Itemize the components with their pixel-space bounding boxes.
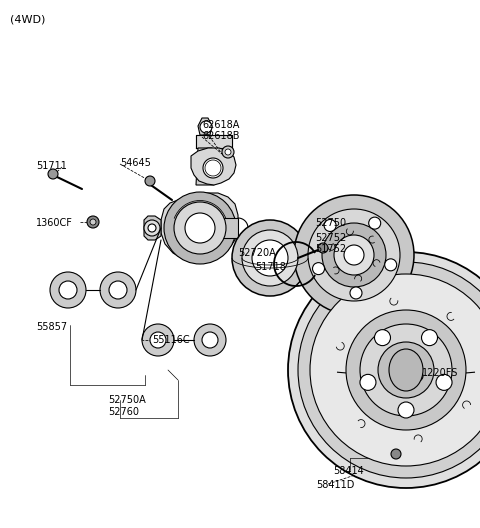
Circle shape xyxy=(374,329,391,346)
Text: 1220FS: 1220FS xyxy=(422,368,458,378)
Polygon shape xyxy=(161,193,238,261)
Circle shape xyxy=(436,374,452,390)
Circle shape xyxy=(308,209,400,301)
Circle shape xyxy=(298,262,480,478)
Circle shape xyxy=(225,149,231,155)
Circle shape xyxy=(87,216,99,228)
Circle shape xyxy=(142,324,174,356)
Text: 52750: 52750 xyxy=(315,218,346,228)
Circle shape xyxy=(194,324,226,356)
Circle shape xyxy=(413,371,423,381)
Circle shape xyxy=(203,158,223,178)
Text: 62618A: 62618A xyxy=(202,120,240,130)
Circle shape xyxy=(421,329,437,346)
Circle shape xyxy=(312,262,324,275)
Text: 51711: 51711 xyxy=(36,161,67,171)
Ellipse shape xyxy=(389,349,423,391)
Circle shape xyxy=(394,358,418,382)
Circle shape xyxy=(202,332,218,348)
Circle shape xyxy=(200,121,212,133)
Circle shape xyxy=(145,176,155,186)
Circle shape xyxy=(174,202,226,254)
Circle shape xyxy=(294,195,414,315)
Circle shape xyxy=(252,240,288,276)
Circle shape xyxy=(310,274,480,466)
Circle shape xyxy=(288,252,480,488)
Circle shape xyxy=(384,259,396,271)
Text: 58414: 58414 xyxy=(333,466,364,476)
Circle shape xyxy=(90,219,96,225)
Circle shape xyxy=(48,169,58,179)
Circle shape xyxy=(318,243,328,253)
Circle shape xyxy=(391,449,401,459)
Text: 52720A: 52720A xyxy=(238,248,276,258)
Circle shape xyxy=(148,224,156,232)
Circle shape xyxy=(324,220,336,231)
Circle shape xyxy=(378,342,434,398)
Text: 54645: 54645 xyxy=(120,158,151,168)
Text: 52760: 52760 xyxy=(108,407,139,417)
Circle shape xyxy=(50,272,86,308)
Circle shape xyxy=(144,220,160,236)
Circle shape xyxy=(334,235,374,275)
Circle shape xyxy=(232,220,308,296)
Text: 51752: 51752 xyxy=(315,244,346,254)
Text: 58411D: 58411D xyxy=(316,480,354,490)
Text: (4WD): (4WD) xyxy=(10,14,46,24)
Circle shape xyxy=(150,332,166,348)
Circle shape xyxy=(109,281,127,299)
Text: 62618B: 62618B xyxy=(202,131,240,141)
Circle shape xyxy=(398,402,414,418)
Text: 55116C: 55116C xyxy=(152,335,190,345)
Circle shape xyxy=(222,146,234,158)
Circle shape xyxy=(369,217,381,229)
Circle shape xyxy=(360,374,376,390)
Polygon shape xyxy=(191,148,236,185)
Circle shape xyxy=(185,213,215,243)
Circle shape xyxy=(322,223,386,287)
Circle shape xyxy=(100,272,136,308)
Circle shape xyxy=(164,192,236,264)
Circle shape xyxy=(350,287,362,299)
Polygon shape xyxy=(196,148,214,185)
Circle shape xyxy=(360,324,452,416)
Polygon shape xyxy=(198,118,212,135)
Circle shape xyxy=(344,245,364,265)
Text: 1360CF: 1360CF xyxy=(36,218,73,228)
Polygon shape xyxy=(200,218,238,238)
Text: 51718: 51718 xyxy=(255,262,286,272)
Text: 52752: 52752 xyxy=(315,233,346,243)
Polygon shape xyxy=(144,216,161,240)
Circle shape xyxy=(242,230,298,286)
Circle shape xyxy=(346,310,466,430)
Text: 52750A: 52750A xyxy=(108,395,146,405)
Polygon shape xyxy=(196,135,232,148)
Circle shape xyxy=(59,281,77,299)
Text: 55857: 55857 xyxy=(36,322,67,332)
